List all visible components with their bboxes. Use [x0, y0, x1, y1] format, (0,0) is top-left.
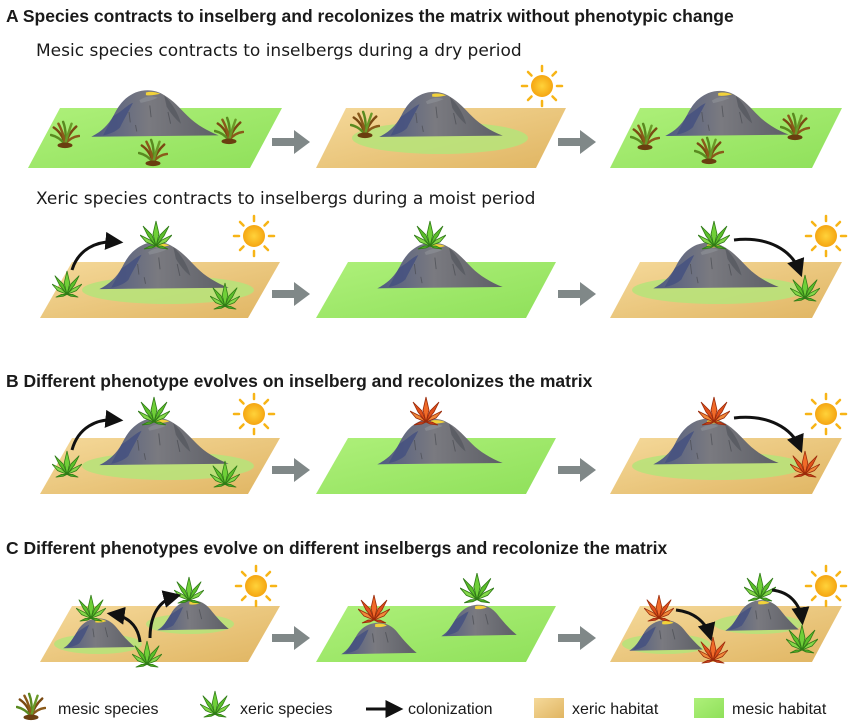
legend-label-xeric-species: xeric species	[240, 701, 332, 718]
mesic-plant-icon	[16, 692, 46, 722]
legend-label-mesic-habitat: mesic habitat	[732, 701, 827, 718]
xeric-habitat-swatch	[534, 698, 564, 718]
xeric-plant-icon	[174, 576, 204, 604]
sun-icon	[520, 64, 564, 108]
legend: mesic species xeric species colonization…	[16, 690, 827, 722]
transition-arrow	[558, 282, 596, 306]
xeric-plant-icon	[744, 572, 776, 602]
habitat-panel-mesic	[316, 396, 556, 494]
colonization-arrow	[70, 231, 124, 271]
legend-item-xeric-species: xeric species	[200, 690, 332, 718]
sun-icon	[804, 214, 848, 258]
habitat-panel-xeric	[40, 214, 280, 318]
mesic-habitat-swatch	[694, 698, 724, 718]
transition-arrow	[558, 458, 596, 482]
colonization-arrow	[733, 237, 805, 278]
habitat-panel-xeric	[316, 64, 566, 168]
colonization-arrow	[771, 588, 810, 626]
xeric-plant-icon	[200, 690, 230, 718]
transition-arrow	[272, 130, 310, 154]
section-c-title: C Different phenotypes evolve on differe…	[6, 538, 668, 558]
legend-label-xeric-habitat: xeric habitat	[572, 701, 659, 718]
row-a-xeric	[40, 214, 848, 318]
sun-icon	[232, 392, 276, 436]
colonization-arrow	[148, 590, 182, 639]
row-a-mesic	[28, 64, 842, 168]
habitat-panel-mesic	[28, 89, 282, 168]
colonization-arrow	[70, 409, 124, 451]
transition-arrow	[558, 130, 596, 154]
colonization-arrow	[733, 415, 804, 454]
sun-icon	[804, 392, 848, 436]
legend-label-colonization: colonization	[408, 701, 493, 718]
colonization-arrow	[106, 606, 142, 643]
section-a-subtitle-xeric: Xeric species contracts to inselbergs du…	[36, 189, 535, 209]
habitat-panel-xeric	[610, 392, 848, 494]
legend-item-xeric-habitat: xeric habitat	[534, 698, 659, 718]
habitat-panel-mesic	[316, 220, 556, 318]
xeric-plant-icon	[460, 572, 494, 604]
section-a-subtitle-mesic: Mesic species contracts to inselbergs du…	[36, 41, 522, 61]
sun-icon	[232, 214, 276, 258]
row-c	[40, 564, 848, 668]
section-a-title: A Species contracts to inselberg and rec…	[6, 6, 734, 26]
sun-icon	[234, 564, 278, 608]
habitat-panel-mesic	[610, 90, 842, 168]
legend-item-colonization: colonization	[366, 700, 493, 718]
habitat-panel-xeric	[40, 564, 280, 668]
transition-arrow	[272, 282, 310, 306]
transition-arrow	[272, 626, 310, 650]
sun-icon	[804, 564, 848, 608]
legend-item-mesic-habitat: mesic habitat	[694, 698, 827, 718]
legend-item-mesic-species: mesic species	[16, 692, 158, 722]
section-b-title: B Different phenotype evolves on inselbe…	[6, 371, 593, 391]
colonization-arrow	[675, 608, 716, 642]
transition-arrow	[272, 458, 310, 482]
habitat-panel-mesic	[316, 572, 556, 662]
habitat-panel-xeric	[610, 564, 848, 664]
habitat-panel-xeric	[40, 392, 280, 494]
transition-arrow	[558, 626, 596, 650]
row-b	[40, 392, 848, 494]
habitat-panel-xeric	[610, 214, 848, 318]
legend-label-mesic-species: mesic species	[58, 701, 158, 718]
